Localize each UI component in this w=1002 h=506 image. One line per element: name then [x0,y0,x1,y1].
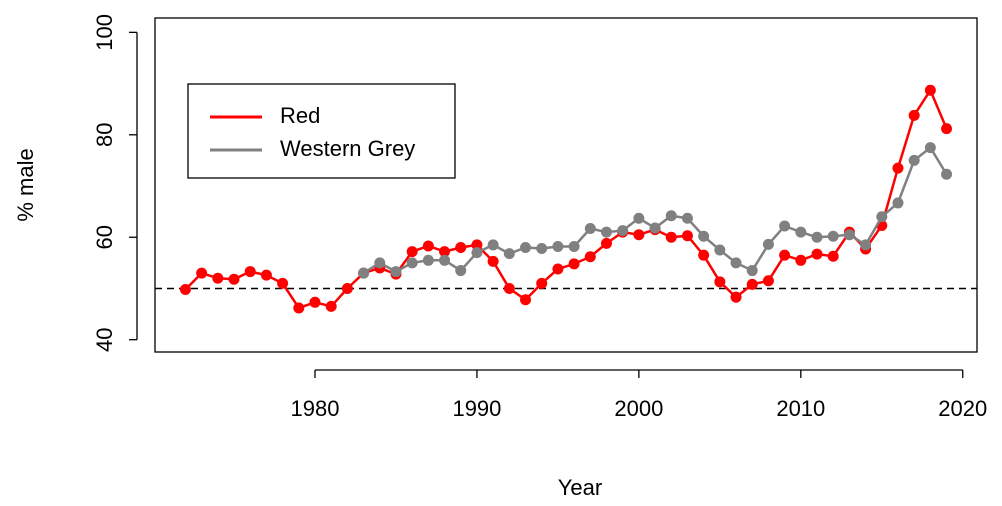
point [552,263,564,275]
point [665,210,677,222]
point [422,240,434,252]
point [600,226,612,238]
y-tick-label: 100 [92,14,117,51]
point [309,296,321,308]
point [471,239,483,251]
point [179,284,191,296]
point [665,231,677,243]
point [584,251,596,263]
y-axis-label: % male [13,148,38,221]
point [374,257,386,269]
point [617,225,629,237]
point [633,212,645,224]
point [876,211,888,223]
point [358,267,370,279]
x-tick-label: 2010 [776,396,825,421]
point [924,142,936,154]
point [795,226,807,238]
point [439,246,451,258]
point [762,275,774,287]
point [406,257,418,269]
legend-box [187,83,456,179]
point [228,273,240,285]
point [746,265,758,277]
point [471,247,483,259]
point [698,249,710,261]
y-tick-label: 60 [92,225,117,249]
point [730,291,742,303]
point [584,223,596,235]
y-tick-label: 40 [92,327,117,351]
point [811,231,823,243]
y-tick-label: 80 [92,123,117,147]
legend-label: Western Grey [280,136,415,161]
point [681,230,693,242]
x-tick-label: 1990 [452,396,501,421]
point [681,212,693,224]
x-tick-label: 2020 [938,396,987,421]
point [520,241,532,253]
point [730,257,742,269]
point [779,220,791,232]
point [811,248,823,260]
point [762,238,774,250]
point [212,272,224,284]
point [827,230,839,242]
point [277,277,289,289]
x-axis-label: Year [558,475,602,500]
point [455,241,467,253]
point [908,109,920,121]
point [698,230,710,242]
point [536,277,548,289]
point [843,229,855,241]
point [390,266,402,278]
point [196,267,208,279]
point [600,237,612,249]
point [714,276,726,288]
point [941,123,953,135]
point [860,239,872,251]
point [941,168,953,180]
x-tick-label: 2000 [614,396,663,421]
point [455,265,467,277]
x-tick-label: 1980 [291,396,340,421]
point [633,229,645,241]
point [487,255,499,267]
point [260,269,272,281]
point [341,282,353,294]
point [439,254,451,266]
point [422,254,434,266]
point [406,246,418,258]
point [568,258,580,270]
point [649,222,661,234]
point [487,239,499,251]
point [503,248,515,260]
point [536,243,548,255]
point [552,240,564,252]
point [503,282,515,294]
point [293,302,305,314]
point [908,154,920,166]
point [244,266,256,278]
point [520,294,532,306]
point [892,162,904,174]
legend-label: Red [280,103,320,128]
point [779,249,791,261]
point [714,244,726,256]
point [827,250,839,262]
point [795,254,807,266]
point [746,278,758,290]
point [325,300,337,312]
point [924,84,936,96]
plot-box [154,17,978,353]
point [568,240,580,252]
point [892,197,904,209]
